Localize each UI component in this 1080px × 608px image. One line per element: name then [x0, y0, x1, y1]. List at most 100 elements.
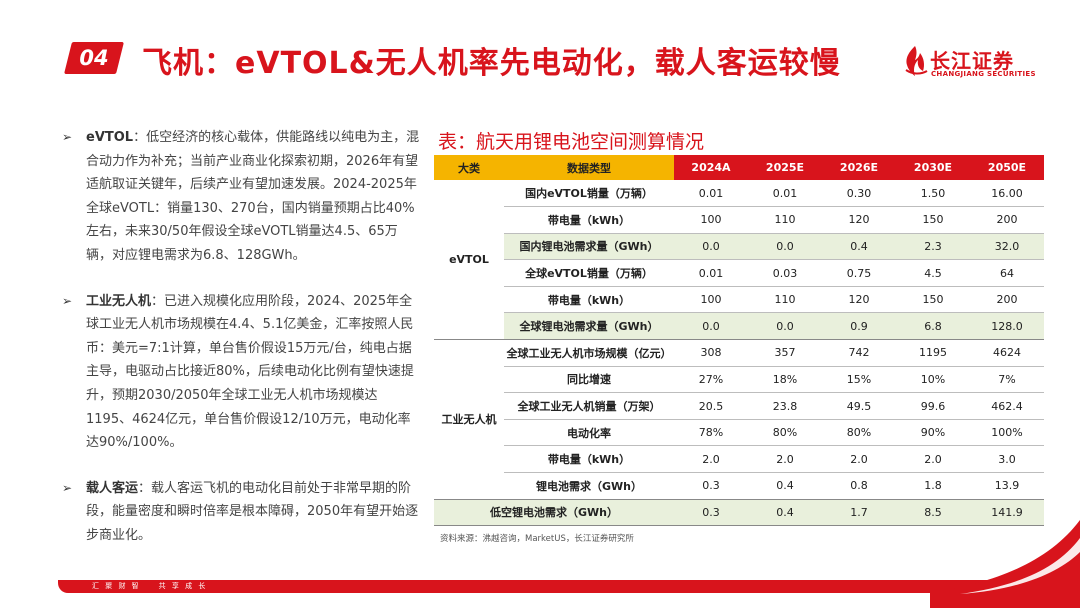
value-cell: 120	[822, 206, 896, 234]
footer-slogan: 汇 聚 财 智 共 享 成 长	[92, 582, 208, 590]
category-cell: 工业无人机	[434, 339, 504, 500]
value-cell: 80%	[822, 419, 896, 447]
header-cell: 2025E	[748, 155, 822, 180]
bullet-text: ：低空经济的核心载体，供能路线以纯电为主，混合动力作为补充；当前产业商业化探索初…	[86, 130, 420, 263]
bullet-arrow-icon: ➢	[62, 480, 73, 495]
bullet-arrow-icon: ➢	[62, 130, 73, 144]
value-cell: 150	[896, 286, 970, 314]
value-cell: 18%	[748, 366, 822, 394]
value-cell: 2.0	[674, 445, 748, 474]
table-row: 电动化率 78% 80% 80% 90% 100%	[434, 419, 1044, 447]
data-type-cell: 锂电池需求（GWh）	[504, 472, 674, 500]
value-cell: 80%	[748, 419, 822, 447]
header-cell: 2030E	[896, 155, 970, 180]
value-cell: 100	[674, 206, 748, 234]
value-cell: 150	[896, 206, 970, 234]
total-value-cell: 1.7	[822, 498, 896, 527]
value-cell: 78%	[674, 419, 748, 447]
value-cell: 0.03	[748, 259, 822, 287]
bullet-evtol: ➢ eVTOL：低空经济的核心载体，供能路线以纯电为主，混合动力作为补充；当前产…	[62, 126, 422, 268]
value-cell: 10%	[896, 366, 970, 394]
value-cell: 0.01	[748, 180, 822, 208]
data-type-cell: 电动化率	[504, 419, 674, 447]
value-cell: 2.0	[896, 445, 970, 474]
value-cell: 49.5	[822, 392, 896, 420]
value-cell: 0.01	[674, 259, 748, 287]
value-cell: 0.4	[748, 472, 822, 500]
value-cell: 742	[822, 339, 896, 367]
table-row: 锂电池需求（GWh） 0.3 0.4 0.8 1.8 13.9	[434, 472, 1044, 500]
value-cell: 110	[748, 286, 822, 314]
table-row: 国内锂电池需求量（GWh） 0.0 0.0 0.4 2.3 32.0	[434, 233, 1044, 261]
value-cell: 0.75	[822, 259, 896, 287]
value-cell: 200	[970, 206, 1044, 234]
value-cell: 0.01	[674, 180, 748, 208]
value-cell: 2.0	[748, 445, 822, 474]
table-row: 带电量（kWh） 100 110 120 150 200	[434, 206, 1044, 234]
data-type-cell: 带电量（kWh）	[504, 286, 674, 314]
bullet-term: 载人客运	[86, 480, 139, 496]
header-cell: 2024A	[674, 155, 748, 180]
bullet-text: ：已进入规模化应用阶段，2024、2025年全球工业无人机市场规模在4.4、5.…	[86, 293, 414, 451]
value-cell: 99.6	[896, 392, 970, 420]
page-title: 飞机：eVTOL&无人机率先电动化，载人客运较慢	[142, 46, 841, 81]
bullet-arrow-icon: ➢	[62, 293, 73, 308]
value-cell: 1.8	[896, 472, 970, 500]
value-cell: 0.0	[674, 312, 748, 341]
total-value-cell: 0.3	[674, 498, 748, 527]
value-cell: 0.8	[822, 472, 896, 500]
header-cell: 2026E	[822, 155, 896, 180]
header-cell: 2050E	[970, 155, 1044, 180]
total-value-cell: 0.4	[748, 498, 822, 527]
data-type-cell: 同比增速	[504, 366, 674, 394]
table-row: 全球工业无人机销量（万架） 20.5 23.8 49.5 99.6 462.4	[434, 392, 1044, 420]
value-cell: 1195	[896, 339, 970, 367]
value-cell: 128.0	[970, 312, 1044, 341]
company-logo: 长江证券 CHANGJIANG SECURITIES	[902, 44, 1036, 84]
value-cell: 32.0	[970, 233, 1044, 261]
bullet-term: eVTOL	[86, 130, 134, 145]
logo-text-en: CHANGJIANG SECURITIES	[931, 70, 1036, 78]
value-cell: 0.3	[674, 472, 748, 500]
data-type-cell: 全球eVTOL销量（万辆）	[504, 259, 674, 287]
value-cell: 15%	[822, 366, 896, 394]
value-cell: 357	[748, 339, 822, 367]
total-row: 低空锂电池需求（GWh） 0.3 0.4 1.7 8.5 141.9	[434, 498, 1044, 527]
table-row: 带电量（kWh） 2.0 2.0 2.0 2.0 3.0	[434, 445, 1044, 474]
table-row: eVTOL 国内eVTOL销量（万辆） 0.01 0.01 0.30 1.50 16.00	[434, 180, 1044, 341]
section-number: 04	[79, 46, 109, 70]
value-cell: 462.4	[970, 392, 1044, 420]
header-cell: 大类	[434, 155, 504, 180]
value-cell: 3.0	[970, 445, 1044, 474]
data-type-cell: 全球工业无人机销量（万架）	[504, 392, 674, 420]
value-cell: 4624	[970, 339, 1044, 367]
value-cell: 120	[822, 286, 896, 314]
value-cell: 1.50	[896, 180, 970, 208]
value-cell: 100	[674, 286, 748, 314]
table-header-row: 大类 数据类型 2024A 2025E 2026E 2030E 2050E	[434, 155, 1044, 180]
value-cell: 23.8	[748, 392, 822, 420]
value-cell: 6.8	[896, 312, 970, 341]
category-cell: eVTOL	[434, 180, 504, 341]
table-row: 全球eVTOL销量（万辆） 0.01 0.03 0.75 4.5 64	[434, 259, 1044, 287]
value-cell: 2.0	[822, 445, 896, 474]
data-type-cell: 带电量（kWh）	[504, 206, 674, 234]
value-cell: 4.5	[896, 259, 970, 287]
data-type-cell: 国内锂电池需求量（GWh）	[504, 233, 674, 261]
footer-bar	[58, 580, 1038, 593]
data-type-cell: 全球工业无人机市场规模（亿元）	[504, 339, 674, 367]
bullet-passenger: ➢ 载人客运：载人客运飞机的电动化目前处于非常早期的阶段，能量密度和瞬时倍率是根…	[62, 477, 422, 548]
battery-demand-table: 大类 数据类型 2024A 2025E 2026E 2030E 2050E eV…	[434, 155, 1044, 527]
value-cell: 2.3	[896, 233, 970, 261]
bullet-text: ：载人客运飞机的电动化目前处于非常早期的阶段，能量密度和瞬时倍率是根本障碍，20…	[86, 480, 419, 543]
total-label-cell: 低空锂电池需求（GWh）	[434, 498, 674, 527]
total-value-cell: 141.9	[970, 498, 1044, 527]
footer-swoosh-decoration	[930, 520, 1080, 608]
data-type-cell: 全球锂电池需求量（GWh）	[504, 312, 674, 341]
data-type-cell: 带电量（kWh）	[504, 445, 674, 474]
bullet-industrial-drone: ➢ 工业无人机：已进入规模化应用阶段，2024、2025年全球工业无人机市场规模…	[62, 290, 422, 455]
value-cell: 90%	[896, 419, 970, 447]
value-cell: 13.9	[970, 472, 1044, 500]
total-value-cell: 8.5	[896, 498, 970, 527]
table-row: 全球锂电池需求量（GWh） 0.0 0.0 0.9 6.8 128.0	[434, 312, 1044, 341]
